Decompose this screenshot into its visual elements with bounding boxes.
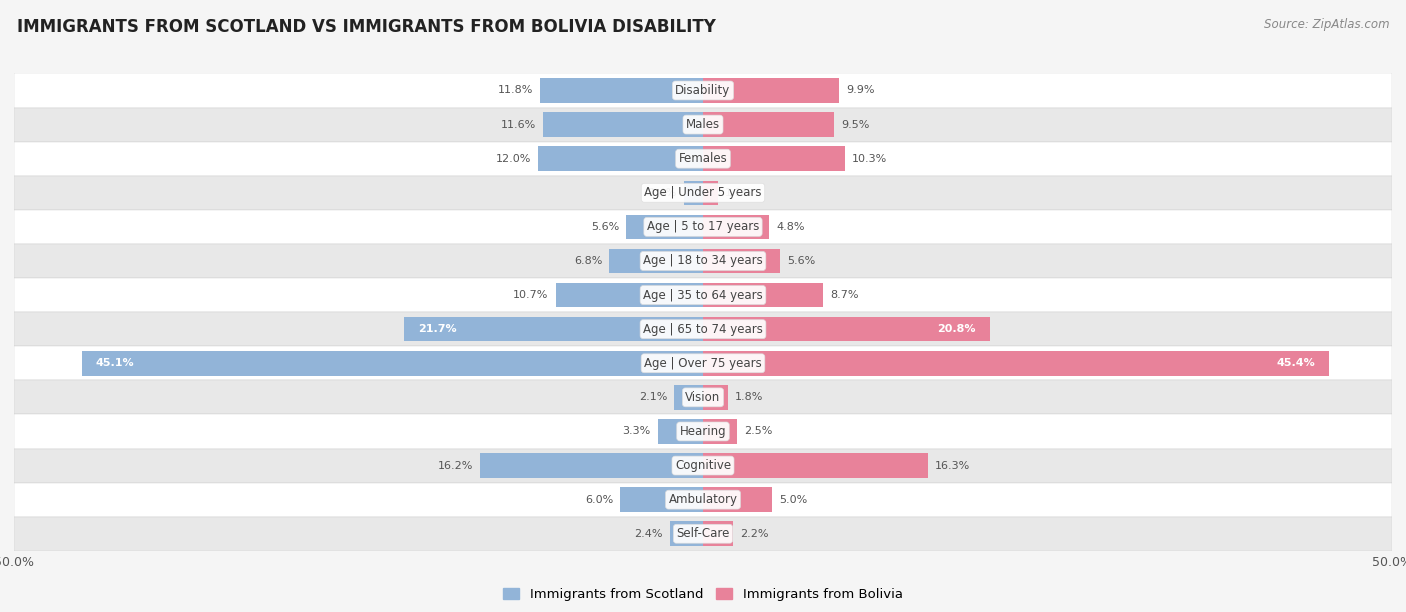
Bar xyxy=(703,419,738,444)
Text: Age | 65 to 74 years: Age | 65 to 74 years xyxy=(643,323,763,335)
Text: Age | 35 to 64 years: Age | 35 to 64 years xyxy=(643,289,763,302)
Text: 10.7%: 10.7% xyxy=(513,290,548,300)
Bar xyxy=(555,283,703,307)
Bar xyxy=(404,317,703,341)
Bar xyxy=(683,181,703,205)
Bar xyxy=(14,380,1392,414)
Bar xyxy=(703,487,772,512)
Text: Age | Under 5 years: Age | Under 5 years xyxy=(644,186,762,200)
Text: 6.8%: 6.8% xyxy=(574,256,602,266)
Bar xyxy=(14,517,1392,551)
Bar xyxy=(82,351,703,376)
Text: Ambulatory: Ambulatory xyxy=(668,493,738,506)
Text: Males: Males xyxy=(686,118,720,131)
Text: 5.0%: 5.0% xyxy=(779,494,807,505)
Bar xyxy=(703,113,834,137)
Bar xyxy=(703,521,734,546)
Bar xyxy=(14,210,1392,244)
Bar xyxy=(673,385,703,409)
Text: IMMIGRANTS FROM SCOTLAND VS IMMIGRANTS FROM BOLIVIA DISABILITY: IMMIGRANTS FROM SCOTLAND VS IMMIGRANTS F… xyxy=(17,18,716,36)
Bar xyxy=(14,346,1392,380)
Text: 9.5%: 9.5% xyxy=(841,119,869,130)
Bar xyxy=(14,278,1392,312)
Text: 2.4%: 2.4% xyxy=(634,529,664,539)
Bar xyxy=(620,487,703,512)
Text: Age | 5 to 17 years: Age | 5 to 17 years xyxy=(647,220,759,233)
Text: 1.1%: 1.1% xyxy=(725,188,754,198)
Bar xyxy=(703,283,823,307)
Text: 21.7%: 21.7% xyxy=(418,324,457,334)
Text: 2.1%: 2.1% xyxy=(638,392,668,402)
Bar xyxy=(609,248,703,273)
Bar xyxy=(543,113,703,137)
Bar xyxy=(703,453,928,478)
Text: 2.2%: 2.2% xyxy=(740,529,769,539)
Bar xyxy=(626,215,703,239)
Bar xyxy=(14,483,1392,517)
Text: 1.4%: 1.4% xyxy=(648,188,676,198)
Text: 10.3%: 10.3% xyxy=(852,154,887,163)
Bar xyxy=(658,419,703,444)
Legend: Immigrants from Scotland, Immigrants from Bolivia: Immigrants from Scotland, Immigrants fro… xyxy=(498,582,908,606)
Text: Age | 18 to 34 years: Age | 18 to 34 years xyxy=(643,255,763,267)
Text: 12.0%: 12.0% xyxy=(495,154,531,163)
Text: Hearing: Hearing xyxy=(679,425,727,438)
Text: Disability: Disability xyxy=(675,84,731,97)
Text: 3.3%: 3.3% xyxy=(623,427,651,436)
Text: 5.6%: 5.6% xyxy=(591,222,619,232)
Bar xyxy=(479,453,703,478)
Text: Females: Females xyxy=(679,152,727,165)
Text: Age | Over 75 years: Age | Over 75 years xyxy=(644,357,762,370)
Bar xyxy=(669,521,703,546)
Text: 4.8%: 4.8% xyxy=(776,222,804,232)
Text: 16.3%: 16.3% xyxy=(935,461,970,471)
Text: 20.8%: 20.8% xyxy=(938,324,976,334)
Bar xyxy=(540,78,703,103)
Bar xyxy=(703,351,1329,376)
Text: 16.2%: 16.2% xyxy=(437,461,472,471)
Bar xyxy=(703,317,990,341)
Bar xyxy=(14,312,1392,346)
Text: 45.1%: 45.1% xyxy=(96,358,134,368)
Text: 11.8%: 11.8% xyxy=(498,86,533,95)
Bar xyxy=(14,244,1392,278)
Text: Cognitive: Cognitive xyxy=(675,459,731,472)
Text: Vision: Vision xyxy=(685,391,721,404)
Bar xyxy=(703,78,839,103)
Bar xyxy=(14,141,1392,176)
Text: 45.4%: 45.4% xyxy=(1277,358,1315,368)
Text: Self-Care: Self-Care xyxy=(676,528,730,540)
Bar xyxy=(14,414,1392,449)
Text: 8.7%: 8.7% xyxy=(830,290,858,300)
Bar xyxy=(14,73,1392,108)
Text: Source: ZipAtlas.com: Source: ZipAtlas.com xyxy=(1264,18,1389,31)
Text: 1.8%: 1.8% xyxy=(735,392,763,402)
Text: 9.9%: 9.9% xyxy=(846,86,875,95)
Bar xyxy=(703,146,845,171)
Bar xyxy=(703,215,769,239)
Bar xyxy=(703,385,728,409)
Bar xyxy=(14,449,1392,483)
Text: 5.6%: 5.6% xyxy=(787,256,815,266)
Text: 2.5%: 2.5% xyxy=(744,427,773,436)
Bar xyxy=(703,248,780,273)
Bar xyxy=(14,108,1392,141)
Bar xyxy=(703,181,718,205)
Bar xyxy=(14,176,1392,210)
Text: 6.0%: 6.0% xyxy=(585,494,613,505)
Bar xyxy=(537,146,703,171)
Text: 11.6%: 11.6% xyxy=(501,119,536,130)
